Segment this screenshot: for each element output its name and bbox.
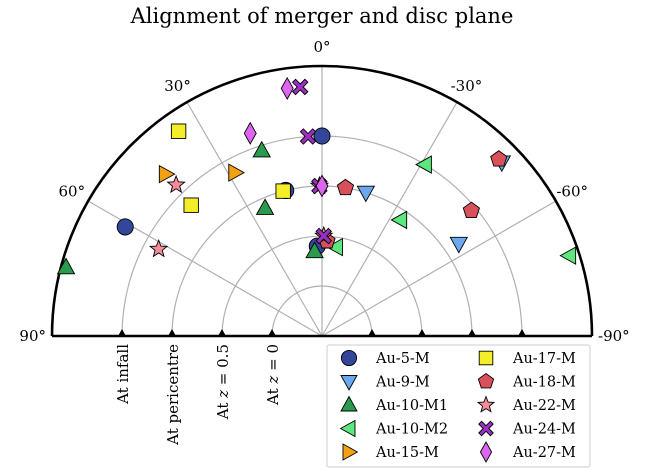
data-point: [166, 174, 186, 194]
legend-entry-label: Au-24-M: [512, 422, 576, 438]
polar-grid: [87, 66, 557, 337]
data-point: [116, 218, 134, 236]
chart-title: Alignment of merger and disc plane: [130, 4, 514, 28]
angle-grid-spoke: [321, 200, 557, 337]
data-point: [243, 121, 257, 145]
legend-marker: [340, 395, 358, 412]
radial-tick-mark: [367, 329, 377, 337]
angle-tick-label: 0°: [313, 38, 330, 56]
radial-tick-mark: [117, 329, 127, 337]
legend-entry-label: Au-10-M1: [375, 398, 448, 414]
data-point: [280, 76, 294, 100]
data-point: [275, 183, 291, 199]
legend: Au-5-M Au-9-M Au-10-M1 Au-10-M2 Au-15-M Au-17…: [326, 344, 591, 468]
legend-marker: [340, 375, 358, 391]
legend-marker: [476, 395, 496, 413]
radial-ticks: At infall At pericentre At z = 0.5 At z = 0: [114, 329, 527, 446]
data-point: [462, 201, 480, 218]
radial-tick-mark: [217, 329, 227, 337]
legend-entry-label: Au-22-M: [512, 398, 576, 414]
radial-tick-mark: [467, 329, 477, 337]
legend-entry-label: Au-5-M: [375, 351, 430, 367]
legend-marker: [478, 350, 494, 366]
data-point: [56, 257, 76, 275]
polar-outer-arc: [50, 64, 594, 337]
radial-tick-mark: [417, 329, 427, 337]
legend-marker: [477, 372, 495, 389]
angle-grid-spoke: [186, 101, 323, 337]
radial-tick-label: At pericentre: [164, 344, 182, 446]
legend-entry-label: Au-15-M: [375, 445, 439, 461]
data-point: [315, 174, 329, 198]
data-markers: [56, 76, 577, 275]
data-point: [158, 164, 176, 184]
angle-tick-label: 60°: [59, 183, 86, 201]
data-point: [299, 128, 317, 145]
data-point: [305, 241, 324, 259]
angle-grid-spoke: [321, 101, 458, 337]
data-point: [449, 236, 469, 254]
angle-tick-label: 90°: [19, 327, 46, 345]
data-point: [390, 210, 408, 230]
legend-marker: [479, 441, 493, 463]
legend-entry-label: Au-27-M: [512, 445, 576, 461]
legend-entry-label: Au-10-M2: [375, 422, 448, 438]
data-point: [228, 163, 245, 182]
radial-tick-mark: [517, 329, 527, 337]
data-point: [326, 237, 343, 257]
legend-marker: [478, 420, 494, 437]
radial-tick-label: At z = 0: [264, 344, 282, 406]
data-point: [336, 178, 355, 196]
angle-tick-labels: 0° 30° -30° 60° -60° 90° -90°: [19, 38, 629, 345]
radial-tick-mark: [267, 329, 277, 337]
radial-tick-mark: [167, 329, 177, 337]
data-point: [148, 238, 169, 258]
data-point: [252, 140, 272, 158]
data-point: [170, 123, 187, 139]
data-point: [291, 78, 309, 96]
legend-marker: [339, 419, 356, 438]
angle-tick-label: 30°: [164, 77, 191, 95]
data-point: [315, 227, 333, 245]
legend-entry-label: Au-18-M: [512, 375, 576, 391]
radial-tick-label: At z = 0.5: [214, 344, 232, 420]
data-point: [183, 197, 199, 213]
data-point: [559, 246, 577, 265]
angle-tick-label: -30°: [451, 77, 483, 95]
data-point: [415, 155, 432, 174]
angle-tick-label: -90°: [598, 327, 630, 345]
legend-entry-label: Au-9-M: [375, 375, 430, 391]
legend-marker: [340, 349, 358, 367]
data-point: [490, 150, 508, 167]
data-point: [356, 185, 376, 203]
angle-tick-label: -60°: [556, 183, 588, 201]
legend-entry-label: Au-17-M: [512, 351, 576, 367]
radial-tick-label: At infall: [114, 344, 132, 405]
legend-marker: [342, 443, 359, 461]
data-point: [313, 127, 331, 145]
legend-box: [326, 344, 591, 468]
polar-frame: [50, 64, 594, 338]
data-point: [255, 198, 275, 215]
